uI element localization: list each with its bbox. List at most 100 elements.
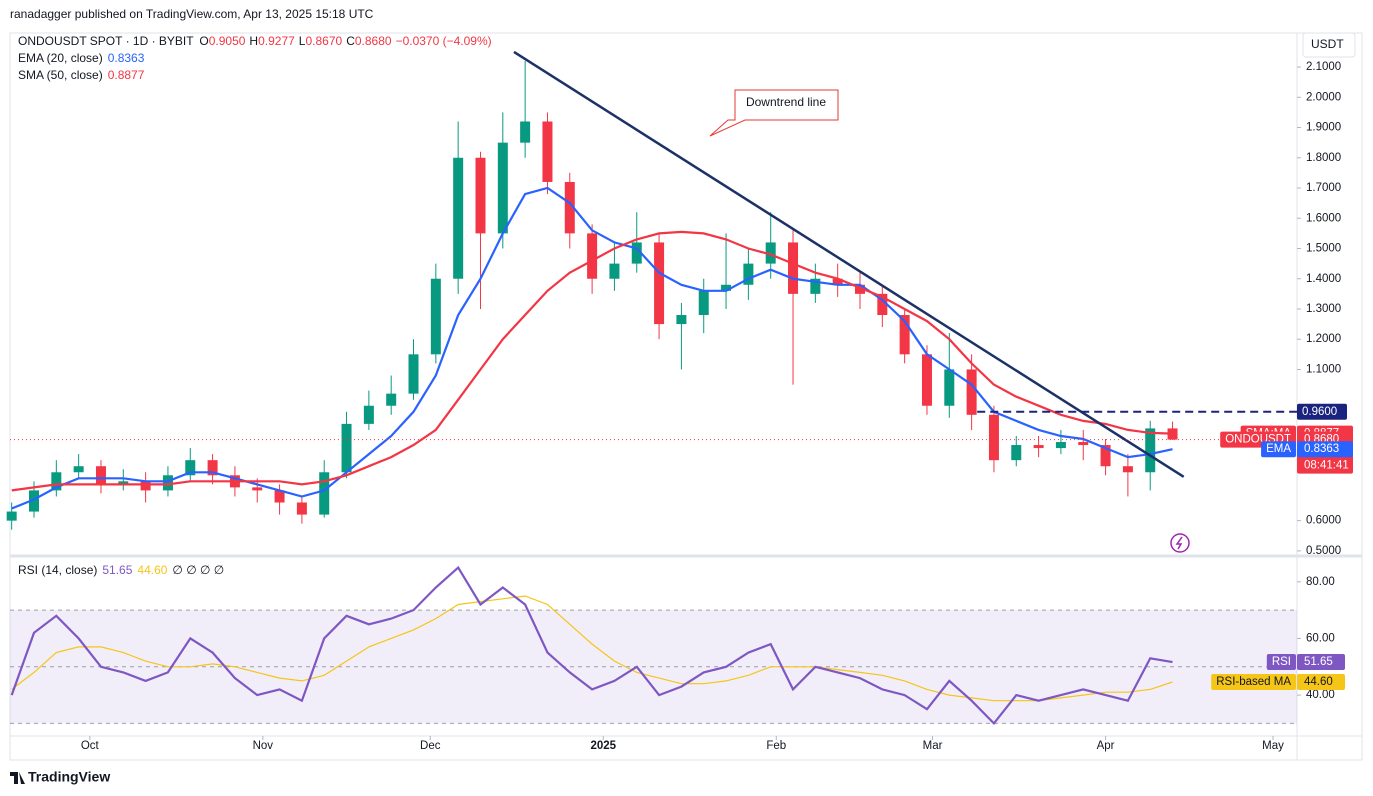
candle-body bbox=[520, 121, 531, 143]
candle-body bbox=[877, 293, 888, 316]
y-tick-label: 2.0000 bbox=[1306, 91, 1341, 103]
chart-frame bbox=[9, 32, 1363, 761]
candle-body bbox=[1011, 445, 1022, 461]
y-tick-label: 0.5000 bbox=[1306, 545, 1341, 557]
y-tick-label: 2.1000 bbox=[1306, 61, 1341, 73]
resistance-label: 0.9600 bbox=[1302, 406, 1337, 418]
legend-item: EMA (20, close) 0.8363 bbox=[18, 51, 145, 65]
tag-name: RSI bbox=[1272, 656, 1291, 668]
ohlc-value: 0.8680 bbox=[355, 34, 392, 48]
candle-body bbox=[921, 354, 932, 406]
symbol: ONDOUSDT SPOT · 1D · BYBIT bbox=[18, 34, 194, 48]
candle-body bbox=[676, 315, 687, 325]
downtrend-callout: Downtrend line bbox=[709, 89, 839, 137]
indicator-line bbox=[11, 186, 1173, 510]
rsi-line bbox=[10, 565, 1173, 726]
candle-body bbox=[274, 490, 285, 503]
candle-body bbox=[252, 487, 263, 491]
publisher-line: ranadagger published on TradingView.com,… bbox=[10, 7, 374, 21]
candle-body bbox=[743, 263, 754, 285]
y-tick-label: 0.6000 bbox=[1306, 515, 1341, 527]
tag-value-box bbox=[1297, 441, 1353, 458]
tag-name-box bbox=[1266, 654, 1296, 670]
candle-body bbox=[28, 490, 39, 512]
candle-body bbox=[654, 242, 665, 325]
candle-body bbox=[73, 466, 84, 473]
candle-body bbox=[475, 157, 486, 234]
tag-name-box bbox=[1211, 674, 1296, 690]
ohlc-value: 0.9277 bbox=[258, 34, 295, 48]
indicator-line bbox=[11, 230, 1173, 492]
x-tick-label: 2025 bbox=[590, 740, 616, 752]
rsi-legend-value: 51.65 bbox=[102, 563, 132, 577]
candle-body bbox=[1145, 428, 1156, 473]
y-tick-label: 1.6000 bbox=[1306, 212, 1341, 224]
candle-body bbox=[453, 157, 464, 279]
candle-body bbox=[698, 290, 709, 316]
candle-body bbox=[1078, 442, 1089, 446]
candle-body bbox=[363, 405, 374, 424]
rsi-legend-value: 44.60 bbox=[137, 563, 167, 577]
candle-body bbox=[966, 369, 977, 415]
ohlc-key: L bbox=[299, 34, 306, 48]
candle-body bbox=[988, 414, 999, 461]
logo-mark bbox=[10, 772, 25, 784]
candle-body bbox=[855, 284, 866, 294]
tag-name: RSI-based MA bbox=[1216, 676, 1291, 688]
y-tick-label: 1.3000 bbox=[1306, 303, 1341, 315]
candle-body bbox=[118, 481, 129, 485]
legend-name: SMA (50, close) bbox=[18, 68, 103, 82]
y-tick-label: 1.5000 bbox=[1306, 243, 1341, 255]
rsi-title: RSI (14, close) bbox=[18, 563, 97, 577]
legend-name: EMA (20, close) bbox=[18, 51, 103, 65]
tag-name-box bbox=[1261, 441, 1296, 458]
candle-body bbox=[140, 481, 151, 491]
candle-body bbox=[587, 233, 598, 279]
candle-body bbox=[51, 472, 62, 491]
candle-body bbox=[832, 278, 843, 285]
tag-value-box bbox=[1297, 654, 1345, 670]
currency-button[interactable] bbox=[1302, 32, 1356, 58]
tag-extra: 08:41:41 bbox=[1304, 460, 1349, 472]
candle-body bbox=[721, 284, 732, 291]
alert-icon[interactable] bbox=[1170, 533, 1190, 553]
candle-body bbox=[319, 472, 330, 515]
change: −0.0370 (−4.09%) bbox=[396, 34, 492, 48]
y-tick-label: 1.4000 bbox=[1306, 273, 1341, 285]
legend-value: 0.8363 bbox=[108, 51, 145, 65]
resistance-tag bbox=[1297, 403, 1347, 420]
candle-body bbox=[1122, 466, 1133, 473]
x-tick-label: Feb bbox=[766, 740, 786, 752]
candle-body bbox=[899, 315, 910, 355]
candle-body bbox=[95, 466, 106, 485]
candle-body bbox=[6, 511, 17, 521]
y-tick-label: 1.8000 bbox=[1306, 152, 1341, 164]
ohlc-key: C bbox=[346, 34, 355, 48]
alert-bolt bbox=[1175, 536, 1183, 550]
candle-body bbox=[296, 502, 307, 515]
legend-item: SMA (50, close) 0.8877 bbox=[18, 68, 145, 82]
y-tick-label: 1.2000 bbox=[1306, 333, 1341, 345]
tag-value-box bbox=[1297, 674, 1345, 690]
tag-name: EMA bbox=[1266, 443, 1291, 455]
candle-body bbox=[765, 242, 776, 264]
callout-text: Downtrend line bbox=[746, 95, 826, 109]
rsi-legend: RSI (14, close) 51.65 44.60 ∅ ∅ ∅ ∅ bbox=[18, 563, 224, 577]
currency-label: USDT bbox=[1311, 37, 1344, 51]
candle-body bbox=[497, 142, 508, 234]
candle-body bbox=[564, 181, 575, 234]
y-tick-label: 1.9000 bbox=[1306, 122, 1341, 134]
candle-body bbox=[788, 242, 799, 294]
ohlc-value: 0.9050 bbox=[209, 34, 246, 48]
candle-body bbox=[162, 475, 173, 491]
x-tick-label: Mar bbox=[923, 740, 943, 752]
candle-body bbox=[1100, 445, 1111, 467]
candle-body bbox=[1055, 442, 1066, 449]
x-tick-label: May bbox=[1262, 740, 1284, 752]
footer-logo: TradingView bbox=[28, 769, 110, 785]
x-tick-label: Dec bbox=[420, 740, 441, 752]
ohlc-value: 0.8670 bbox=[305, 34, 342, 48]
candle-body bbox=[185, 460, 196, 476]
